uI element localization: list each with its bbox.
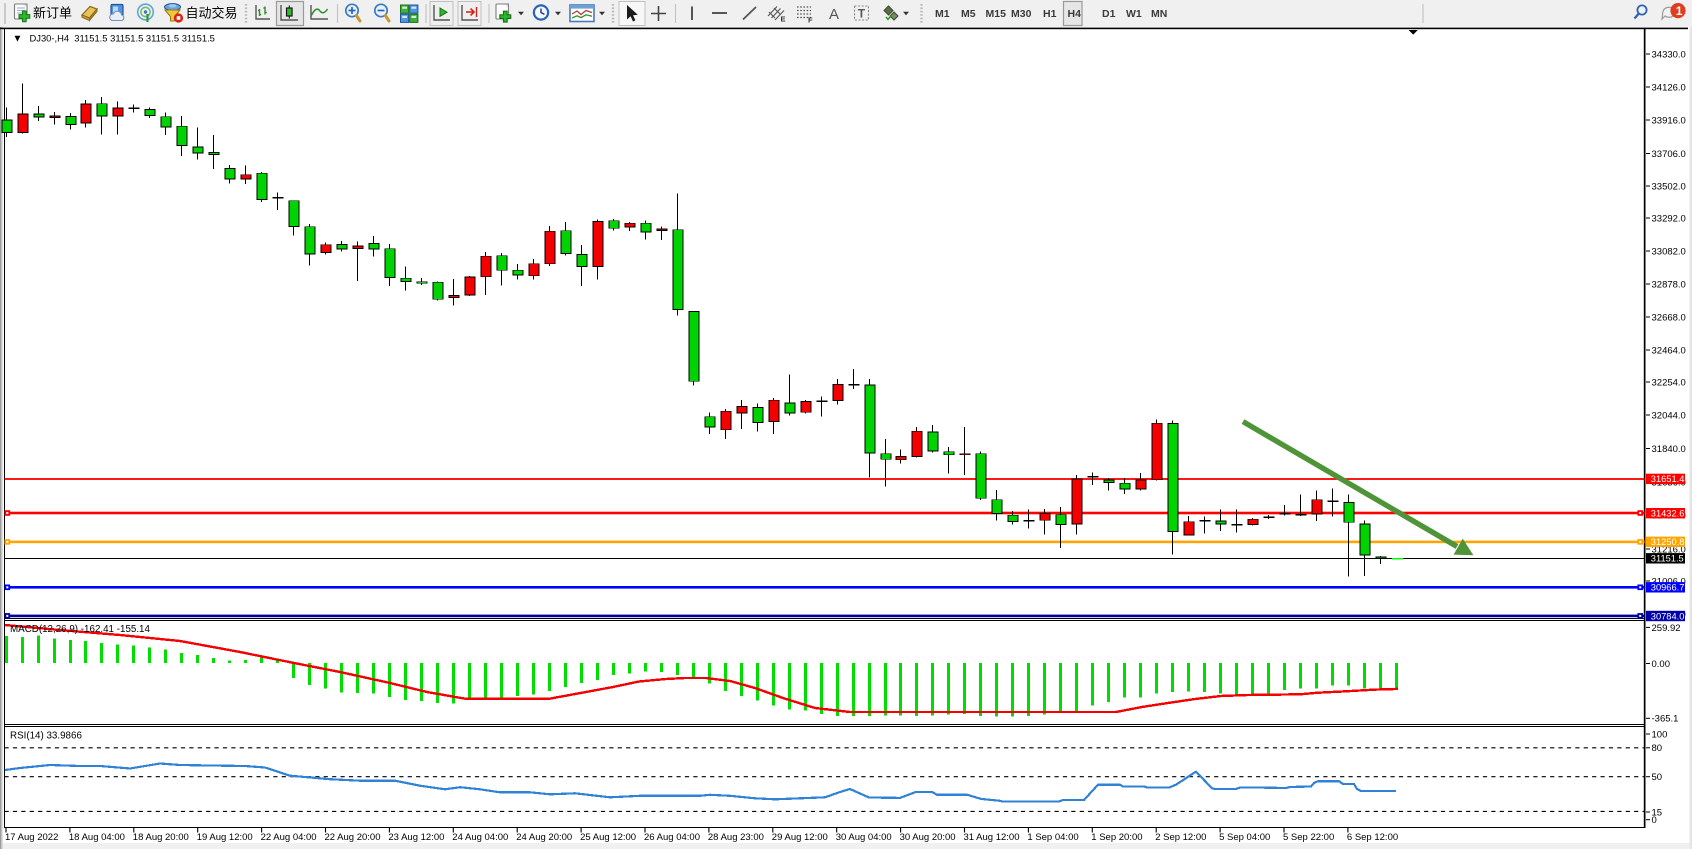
svg-text:33916.0: 33916.0	[1652, 115, 1686, 126]
svg-text:H4: H4	[1068, 8, 1082, 20]
svg-text:30 Aug 20:00: 30 Aug 20:00	[900, 832, 956, 843]
svg-text:32044.0: 32044.0	[1652, 410, 1686, 421]
svg-text:32254.0: 32254.0	[1652, 377, 1686, 388]
svg-text:22 Aug 04:00: 22 Aug 04:00	[261, 832, 317, 843]
svg-text:31840.0: 31840.0	[1652, 444, 1686, 455]
svg-text:26 Aug 04:00: 26 Aug 04:00	[644, 832, 700, 843]
svg-text:▼: ▼	[13, 34, 23, 45]
svg-text:33502.0: 33502.0	[1652, 181, 1686, 192]
svg-text:24 Aug 20:00: 24 Aug 20:00	[516, 832, 572, 843]
svg-text:29 Aug 12:00: 29 Aug 12:00	[772, 832, 828, 843]
svg-text:MN: MN	[1151, 8, 1167, 20]
svg-text:33082.0: 33082.0	[1652, 246, 1686, 257]
svg-text:33706.0: 33706.0	[1652, 149, 1686, 160]
svg-text:34126.0: 34126.0	[1652, 82, 1686, 93]
svg-text:1: 1	[1676, 4, 1683, 18]
svg-text:1 Sep 04:00: 1 Sep 04:00	[1027, 832, 1078, 843]
svg-text:H1: H1	[1043, 8, 1057, 20]
svg-text:A: A	[829, 6, 839, 23]
svg-text:新订单: 新订单	[33, 6, 72, 21]
svg-text:15: 15	[1652, 807, 1663, 818]
svg-text:自动交易: 自动交易	[186, 6, 238, 21]
svg-text:DJ30-,H4 31151.5 31151.5 3115: DJ30-,H4 31151.5 31151.5 31151.5 31151.5	[30, 33, 215, 44]
svg-text:2 Sep 12:00: 2 Sep 12:00	[1155, 832, 1206, 843]
svg-text:31651.4: 31651.4	[1651, 474, 1685, 484]
svg-text:18 Aug 04:00: 18 Aug 04:00	[69, 832, 125, 843]
svg-text:-365.1: -365.1	[1652, 714, 1679, 725]
svg-text:19 Aug 12:00: 19 Aug 12:00	[197, 832, 253, 843]
svg-text:31432.6: 31432.6	[1651, 509, 1685, 519]
svg-text:D1: D1	[1102, 8, 1116, 20]
svg-text:32878.0: 32878.0	[1652, 279, 1686, 290]
svg-text:30784.0: 30784.0	[1651, 611, 1685, 621]
svg-text:5 Sep 22:00: 5 Sep 22:00	[1283, 832, 1334, 843]
svg-text:100: 100	[1652, 729, 1668, 740]
svg-text:31250.8: 31250.8	[1651, 537, 1685, 547]
svg-text:24 Aug 04:00: 24 Aug 04:00	[452, 832, 508, 843]
svg-text:34330.0: 34330.0	[1652, 49, 1686, 60]
svg-text:32668.0: 32668.0	[1652, 312, 1686, 323]
svg-text:18 Aug 20:00: 18 Aug 20:00	[133, 832, 189, 843]
svg-text:F: F	[808, 16, 813, 25]
svg-text:M5: M5	[961, 8, 976, 20]
svg-text:W1: W1	[1126, 8, 1142, 20]
svg-text:MACD(12,26,9) -162.41 -155.14: MACD(12,26,9) -162.41 -155.14	[10, 624, 151, 635]
svg-text:80: 80	[1652, 743, 1663, 754]
svg-text:6 Sep 12:00: 6 Sep 12:00	[1347, 832, 1398, 843]
svg-text:32464.0: 32464.0	[1652, 345, 1686, 356]
svg-text:0.00: 0.00	[1652, 659, 1671, 670]
svg-text:259.92: 259.92	[1652, 623, 1681, 634]
svg-text:31216.0: 31216.0	[1652, 544, 1686, 555]
svg-text:23 Aug 12:00: 23 Aug 12:00	[388, 832, 444, 843]
svg-text:1 Sep 20:00: 1 Sep 20:00	[1091, 832, 1142, 843]
svg-text:30966.7: 30966.7	[1651, 583, 1685, 593]
svg-text:M15: M15	[986, 8, 1007, 20]
svg-text:RSI(14) 33.9866: RSI(14) 33.9866	[10, 731, 82, 742]
svg-text:50: 50	[1652, 772, 1663, 783]
svg-text:E: E	[781, 15, 786, 24]
svg-text:25 Aug 12:00: 25 Aug 12:00	[580, 832, 636, 843]
svg-text:31151.5: 31151.5	[1651, 554, 1684, 564]
svg-text:22 Aug 20:00: 22 Aug 20:00	[325, 832, 381, 843]
svg-text:33292.0: 33292.0	[1652, 213, 1686, 224]
svg-text:T: T	[858, 7, 866, 21]
svg-text:17 Aug 2022: 17 Aug 2022	[5, 832, 58, 843]
svg-text:30 Aug 04:00: 30 Aug 04:00	[836, 832, 892, 843]
svg-text:28 Aug 23:00: 28 Aug 23:00	[708, 832, 764, 843]
svg-text:31 Aug 12:00: 31 Aug 12:00	[964, 832, 1020, 843]
svg-text:M1: M1	[935, 8, 950, 20]
svg-text:M30: M30	[1011, 8, 1032, 20]
svg-text:5 Sep 04:00: 5 Sep 04:00	[1219, 832, 1270, 843]
svg-text:0: 0	[1652, 815, 1657, 826]
svg-text:31006.0: 31006.0	[1652, 576, 1686, 587]
